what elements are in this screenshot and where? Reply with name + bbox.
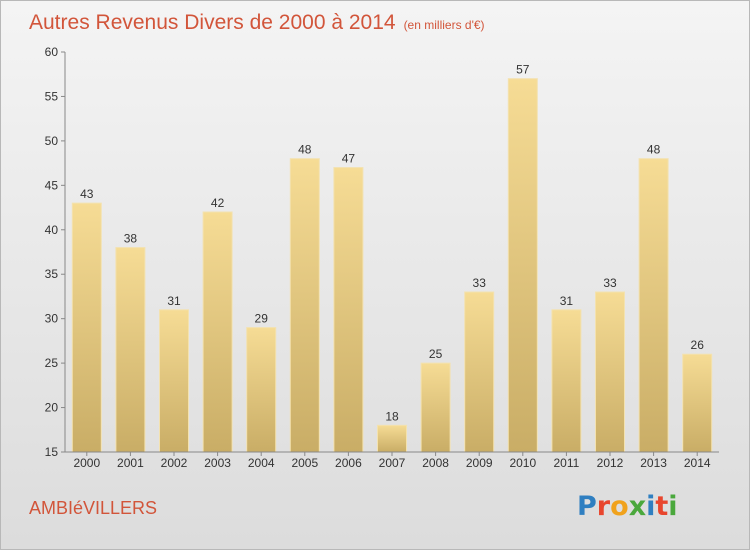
- data-label: 29: [255, 312, 269, 326]
- bar-2002: [159, 309, 189, 453]
- chart-title: Autres Revenus Divers de 2000 à 2014 (en …: [29, 11, 485, 35]
- data-label: 33: [473, 276, 487, 290]
- data-label: 48: [647, 143, 661, 157]
- data-label: 26: [691, 338, 705, 352]
- x-tick-label: 2013: [640, 456, 667, 470]
- data-label: 31: [167, 294, 181, 308]
- data-label: 57: [516, 63, 530, 77]
- y-tick-label: 45: [45, 178, 59, 192]
- x-tick-label: 2014: [684, 456, 711, 470]
- x-tick-label: 2004: [248, 456, 275, 470]
- data-label: 31: [560, 294, 574, 308]
- y-tick-label: 15: [45, 445, 59, 459]
- proxiti-logo: Proxiti: [577, 491, 678, 522]
- axes-group: 15 20 25 30 35 40 45 50 55 60 2000 2001 2002 2003 2004…: [45, 45, 719, 470]
- data-label: 47: [342, 152, 356, 166]
- logo-letter: P: [577, 491, 597, 522]
- logo-letter: t: [655, 491, 669, 522]
- bar-2000: [71, 202, 102, 453]
- bar-2009: [464, 291, 495, 453]
- y-tick-label: 20: [45, 401, 59, 415]
- logo-letter: x: [628, 491, 647, 522]
- x-tick-label: 2009: [466, 456, 493, 470]
- y-tick-label: 40: [45, 223, 59, 237]
- bar-2010: [507, 78, 538, 453]
- logo-letter: r: [596, 491, 611, 522]
- x-tick-label: 2012: [597, 456, 624, 470]
- bar-2014: [682, 353, 713, 453]
- y-tick-label: 30: [45, 312, 59, 326]
- data-label: 43: [80, 187, 94, 201]
- data-label: 48: [298, 143, 312, 157]
- bar-2011: [551, 309, 582, 453]
- bar-2008: [420, 362, 451, 453]
- x-tick-label: 2006: [335, 456, 362, 470]
- x-tick-label: 2011: [553, 456, 579, 470]
- data-label: 42: [211, 196, 225, 210]
- y-tick-label: 25: [45, 356, 59, 370]
- x-tick-label: 2002: [161, 456, 188, 470]
- bar-2012: [595, 291, 625, 453]
- bar-2013: [638, 158, 669, 453]
- logo-letter: o: [610, 491, 629, 522]
- y-tick-label: 50: [45, 134, 59, 148]
- bar-2006: [333, 167, 364, 453]
- data-label: 38: [124, 232, 138, 246]
- y-tick-label: 55: [45, 89, 59, 103]
- x-tick-label: 2000: [73, 456, 100, 470]
- chart-subtitle: (en milliers d'€): [403, 18, 485, 32]
- x-tick-label: 2001: [117, 456, 144, 470]
- bar-2003: [202, 211, 233, 453]
- x-tick-label: 2008: [422, 456, 449, 470]
- bars-group: 43 38 31 42 29 48 47 18 25 33 57 31 33 48 26: [71, 63, 713, 453]
- bar-2007: [377, 424, 407, 453]
- data-label: 33: [603, 276, 617, 290]
- x-tick-label: 2005: [291, 456, 318, 470]
- x-tick-label: 2007: [379, 456, 406, 470]
- logo-letter: i: [668, 491, 678, 522]
- town-name: AMBIéVILLERS: [29, 498, 158, 518]
- logo-letter: i: [646, 491, 656, 522]
- bar-2001: [115, 247, 146, 453]
- data-label: 25: [429, 347, 443, 361]
- y-tick-label: 60: [45, 45, 59, 59]
- x-tick-label: 2003: [204, 456, 231, 470]
- chart-title-text: Autres Revenus Divers de 2000 à 2014: [29, 11, 396, 34]
- data-label: 18: [385, 409, 399, 423]
- y-tick-label: 35: [45, 267, 59, 281]
- x-tick-label: 2010: [509, 456, 536, 470]
- bar-2004: [246, 327, 277, 453]
- bar-2005: [289, 158, 320, 453]
